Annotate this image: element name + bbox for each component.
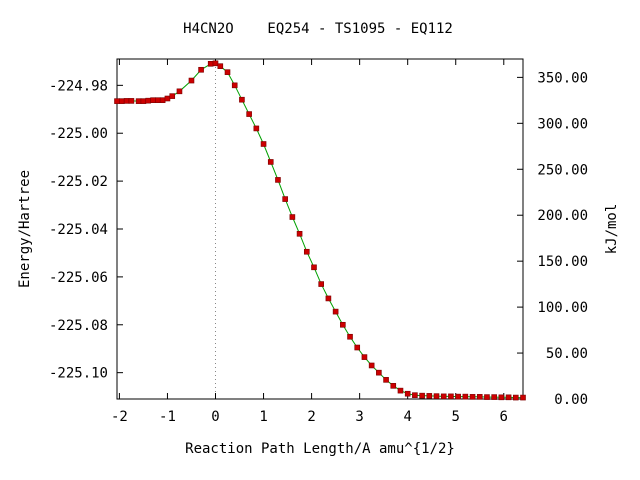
data-point bbox=[253, 125, 260, 132]
data-point bbox=[212, 60, 219, 67]
data-point bbox=[354, 344, 361, 351]
data-point bbox=[347, 333, 353, 340]
data-point bbox=[455, 393, 461, 400]
y2-tick-label: 250.00 bbox=[537, 162, 588, 178]
data-point bbox=[340, 321, 346, 328]
data-point bbox=[448, 393, 454, 400]
data-point bbox=[145, 97, 152, 104]
y2-tick-label: 0.00 bbox=[554, 392, 588, 408]
data-point bbox=[311, 264, 317, 271]
y-tick-label: -225.02 bbox=[49, 174, 108, 190]
data-point bbox=[267, 159, 274, 165]
y2-tick-label: 150.00 bbox=[537, 254, 588, 270]
y-tick-label: -225.08 bbox=[49, 318, 108, 334]
x-tick-label: 4 bbox=[403, 409, 411, 425]
data-point bbox=[155, 97, 161, 103]
data-point bbox=[135, 98, 142, 104]
data-point bbox=[260, 141, 267, 147]
plot-area: -2 -1 0 1 2 3 4 5 6 -224.98 -225.00 -225.02 -225.04 -… bbox=[49, 58, 588, 425]
data-point bbox=[318, 281, 325, 287]
data-point bbox=[505, 394, 512, 401]
data-point bbox=[404, 390, 411, 397]
data-point bbox=[433, 393, 440, 399]
data-point bbox=[520, 394, 526, 401]
x-tick-label: 6 bbox=[500, 409, 508, 425]
data-point bbox=[376, 369, 382, 376]
x-tick-label: 2 bbox=[307, 409, 315, 425]
data-point bbox=[114, 98, 120, 104]
data-point bbox=[123, 98, 130, 104]
x-tick-label: -1 bbox=[159, 409, 176, 425]
y-tick-label: -225.10 bbox=[49, 366, 108, 382]
x-tick-label: 0 bbox=[211, 409, 219, 425]
x-tick-label: 3 bbox=[355, 409, 363, 425]
y-tick-label: -225.00 bbox=[49, 126, 108, 142]
y2-tick-label: 50.00 bbox=[546, 346, 588, 362]
y2-tick-label: 100.00 bbox=[537, 300, 588, 316]
data-point bbox=[361, 354, 368, 360]
data-point bbox=[207, 60, 214, 67]
data-point bbox=[176, 88, 183, 95]
data-point bbox=[484, 394, 490, 400]
data-point bbox=[426, 393, 433, 399]
x-tick-label: -2 bbox=[111, 409, 128, 425]
chart-title: H4CN2O EQ254 - TS1095 - EQ112 bbox=[183, 21, 453, 37]
y-tick-label: -225.04 bbox=[49, 222, 108, 238]
data-point bbox=[390, 383, 397, 389]
data-point bbox=[198, 66, 204, 73]
x-tick-label: 1 bbox=[259, 409, 267, 425]
data-point bbox=[231, 82, 238, 89]
data-point bbox=[397, 387, 404, 394]
data-point bbox=[491, 394, 497, 400]
data-point bbox=[217, 63, 224, 69]
data-point bbox=[498, 394, 505, 401]
data-point bbox=[469, 394, 476, 400]
data-point bbox=[289, 214, 296, 220]
y-tick-label: -224.98 bbox=[49, 78, 108, 94]
data-point bbox=[140, 98, 147, 104]
data-point bbox=[159, 97, 166, 103]
data-point bbox=[188, 77, 195, 84]
data-point bbox=[419, 392, 425, 399]
data-point bbox=[440, 393, 447, 400]
data-point bbox=[169, 93, 176, 99]
y2-tick-label: 300.00 bbox=[537, 116, 588, 132]
data-point bbox=[164, 95, 171, 102]
data-point bbox=[476, 394, 483, 400]
data-point bbox=[246, 111, 252, 117]
data-point bbox=[296, 230, 303, 237]
data-point bbox=[462, 393, 469, 400]
data-point bbox=[412, 392, 418, 398]
data-point bbox=[224, 69, 231, 75]
data-point bbox=[119, 98, 125, 104]
data-point bbox=[128, 98, 135, 104]
data-point bbox=[383, 377, 389, 383]
data-point bbox=[282, 196, 288, 202]
y2-tick-label: 200.00 bbox=[537, 208, 588, 224]
y2-tick-label: 350.00 bbox=[537, 70, 588, 86]
data-point bbox=[275, 177, 281, 183]
x-axis-label: Reaction Path Length/A amu^{1/2} bbox=[185, 441, 455, 457]
series-line bbox=[117, 62, 523, 399]
y-axis-label: Energy/Hartree bbox=[17, 170, 33, 288]
y2-axis-label: kJ/mol bbox=[604, 204, 620, 255]
data-point bbox=[332, 308, 339, 315]
data-point bbox=[150, 97, 156, 103]
data-point bbox=[303, 248, 310, 255]
y-tick-label: -225.06 bbox=[49, 270, 108, 286]
x-tick-label: 5 bbox=[452, 409, 460, 425]
data-point bbox=[512, 394, 519, 401]
data-point bbox=[239, 96, 245, 103]
data-point bbox=[368, 362, 375, 369]
plot-frame bbox=[116, 58, 524, 400]
data-point bbox=[325, 295, 332, 302]
